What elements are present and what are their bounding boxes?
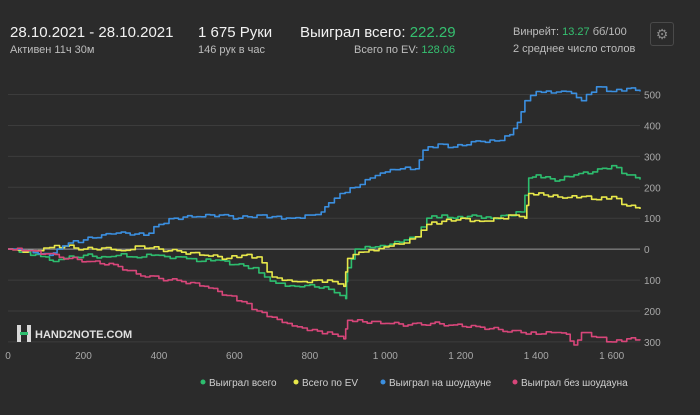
series-line-1 — [8, 164, 641, 300]
chart-legend: Выиграл всего Всего по EV Выиграл на шоуда… — [200, 377, 629, 389]
legend-item-4[interactable]: Выиграл без шоудауна — [512, 377, 629, 389]
x-tick-label: 0 — [5, 351, 11, 362]
series-line-2 — [8, 192, 641, 288]
winrate-unit: бб/100 — [592, 26, 627, 38]
series-line-4 — [8, 247, 641, 346]
y-tick-label: 400 — [644, 121, 661, 132]
date-range: 28.10.2021 - 28.10.2021 — [10, 24, 174, 41]
y-axis-ticks: 500 400 300 200 100 0 100 200 300 — [644, 91, 661, 349]
legend-item-1[interactable]: Выиграл всего — [200, 378, 278, 389]
y-tick-label: 100 — [644, 276, 661, 287]
legend-marker — [200, 379, 206, 385]
y-tick-label: 200 — [644, 307, 661, 318]
won-total: Выиграл всего: 222.29 — [300, 24, 456, 41]
y-tick-label: 500 — [644, 91, 661, 102]
legend-item-3[interactable]: Выиграл на шоудауне — [380, 378, 492, 389]
y-tick-label: 0 — [644, 245, 650, 256]
x-axis-ticks: 0 200 400 600 800 1 000 1 200 1 400 1 600 — [5, 351, 624, 362]
winrate-label: Винрейт: — [513, 26, 560, 38]
legend-label: Всего по EV — [302, 378, 358, 389]
x-tick-label: 800 — [302, 351, 319, 362]
ev-total-value: 128.06 — [421, 44, 456, 56]
hands-count: 1 675 Руки — [198, 24, 273, 41]
chart-grid — [8, 94, 640, 343]
active-time: Активен 11ч 30м — [10, 44, 95, 56]
winrate-value: 13.27 — [562, 26, 590, 38]
ev-total: Всего по EV: 128.06 — [354, 44, 455, 56]
x-tick-label: 1 600 — [599, 351, 624, 362]
series-line-3 — [8, 86, 641, 257]
ev-total-label: Всего по EV: — [354, 44, 419, 56]
legend-label: Выиграл всего — [209, 378, 277, 389]
y-tick-label: 100 — [644, 214, 661, 225]
hand2note-logo: HAND2NOTE.COM — [17, 325, 132, 342]
legend-label: Выиграл без шоудауна — [521, 377, 628, 389]
won-total-value: 222.29 — [409, 24, 456, 41]
x-tick-label: 400 — [151, 351, 168, 362]
settings-button[interactable]: ⚙ — [650, 22, 674, 46]
legend-item-2[interactable]: Всего по EV — [293, 378, 359, 389]
legend-marker — [380, 379, 386, 385]
gear-icon: ⚙ — [655, 25, 669, 42]
legend-marker — [512, 379, 518, 385]
chart-lines — [8, 86, 641, 346]
avg-tables: 2 среднее число столов — [513, 43, 636, 55]
won-total-label: Выиграл всего: — [300, 24, 406, 41]
hands-per-hour: 146 рук в час — [198, 44, 266, 56]
y-tick-label: 300 — [644, 338, 661, 349]
legend-marker — [293, 379, 299, 385]
x-tick-label: 1 000 — [373, 351, 398, 362]
x-tick-label: 1 400 — [524, 351, 549, 362]
winrate: Винрейт: 13.27 бб/100 — [513, 26, 627, 38]
x-tick-label: 1 200 — [448, 351, 473, 362]
x-tick-label: 600 — [226, 351, 243, 362]
y-tick-label: 200 — [644, 183, 661, 194]
y-tick-label: 300 — [644, 152, 661, 163]
x-tick-label: 200 — [75, 351, 92, 362]
legend-label: Выиграл на шоудауне — [389, 378, 492, 389]
logo-text: HAND2NOTE.COM — [35, 329, 132, 341]
